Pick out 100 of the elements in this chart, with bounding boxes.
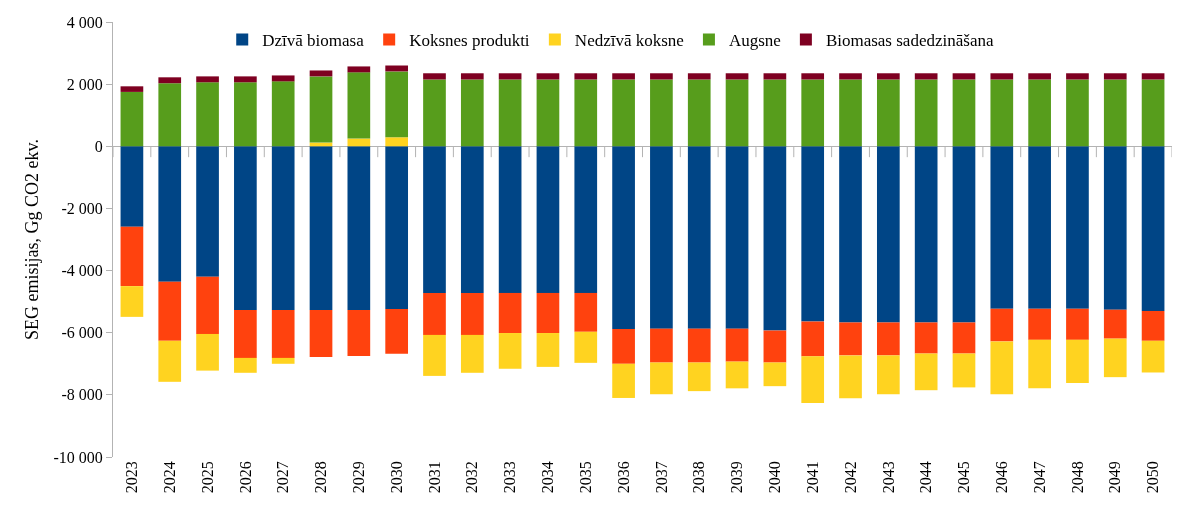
x-tick-label: 2047 — [1030, 461, 1048, 494]
bar — [271, 146, 295, 311]
bar — [460, 73, 484, 80]
bar — [196, 82, 219, 147]
bar — [536, 333, 560, 367]
bar — [612, 146, 635, 329]
x-tick-label: 2025 — [198, 461, 216, 494]
bar — [385, 137, 409, 147]
legend-label: Augsne — [728, 31, 781, 51]
bar — [876, 146, 900, 323]
bar — [309, 76, 333, 143]
bar — [839, 73, 862, 80]
bar — [536, 79, 560, 147]
bar — [687, 146, 711, 329]
bar — [1103, 338, 1127, 378]
bar — [498, 79, 522, 147]
x-tick-label: 2030 — [387, 461, 405, 494]
bar — [196, 333, 219, 371]
bar — [574, 331, 598, 363]
x-tick-label: 2035 — [576, 461, 594, 494]
bar — [423, 79, 446, 147]
bar — [725, 146, 749, 329]
bar — [385, 71, 409, 138]
bar — [234, 146, 257, 311]
y-axis-title: SEG emisijas, Gg CO2 ekv. — [21, 139, 42, 340]
bar — [687, 362, 711, 392]
bar — [687, 73, 711, 80]
bar — [120, 286, 144, 317]
bar — [158, 83, 182, 147]
bar — [423, 334, 446, 376]
bar — [687, 328, 711, 363]
bar — [271, 357, 295, 364]
bar — [612, 363, 635, 398]
x-tick-label: 2048 — [1068, 461, 1086, 494]
bar — [876, 73, 900, 80]
x-tick-label: 2034 — [539, 461, 557, 494]
bar — [1103, 79, 1127, 147]
bar — [876, 79, 900, 147]
bar — [1066, 308, 1089, 340]
bar — [536, 146, 560, 293]
bar — [271, 81, 295, 147]
bar — [650, 328, 673, 363]
x-tick-label: 2031 — [425, 461, 443, 494]
bar — [1028, 339, 1051, 389]
bar — [876, 322, 900, 356]
bar — [763, 362, 787, 387]
bar — [574, 73, 598, 80]
bar — [725, 73, 749, 80]
bar — [120, 86, 144, 92]
y-tick-label: -4 000 — [61, 262, 103, 280]
x-tick-label: 2043 — [879, 461, 897, 494]
bar — [120, 146, 144, 227]
bar — [460, 292, 484, 335]
bar — [1066, 73, 1089, 80]
bar — [801, 356, 825, 403]
bar — [763, 146, 787, 331]
y-tick-label: -8 000 — [61, 386, 103, 404]
bar — [347, 310, 371, 357]
bar — [725, 328, 749, 362]
bar — [801, 79, 825, 147]
y-tick-label: 0 — [94, 137, 103, 155]
bar — [839, 146, 862, 323]
bar — [498, 292, 522, 334]
bar — [196, 76, 219, 83]
bar — [763, 73, 787, 80]
bar — [271, 310, 295, 358]
bar — [460, 334, 484, 373]
legend-label: Koksnes produkti — [409, 31, 530, 51]
bar — [1141, 310, 1165, 341]
bar — [120, 91, 144, 147]
bar — [612, 73, 635, 80]
bar — [536, 73, 560, 80]
bar — [574, 79, 598, 147]
bar — [1066, 146, 1089, 309]
bar — [158, 146, 182, 282]
bar — [990, 146, 1014, 309]
x-tick-label: 2027 — [274, 461, 292, 494]
bar — [839, 79, 862, 147]
bar — [196, 146, 219, 277]
bar — [423, 146, 446, 293]
x-tick-label: 2032 — [463, 461, 481, 494]
bar — [460, 79, 484, 147]
legend-label: Biomasas sadedzināšana — [825, 31, 994, 51]
x-tick-label: 2045 — [955, 461, 973, 494]
x-tick-label: 2036 — [614, 461, 632, 494]
bar — [914, 79, 938, 147]
y-tick-label: 2 000 — [66, 75, 103, 93]
bar — [839, 355, 862, 399]
bar — [120, 226, 144, 287]
bar — [234, 82, 257, 147]
x-tick-label: 2049 — [1106, 461, 1124, 494]
y-tick-label: -6 000 — [61, 324, 103, 342]
bar — [914, 322, 938, 354]
bar — [1141, 79, 1165, 147]
bar — [309, 146, 333, 311]
x-tick-label: 2042 — [841, 461, 859, 494]
bar — [839, 322, 862, 356]
bar — [536, 292, 560, 334]
bar — [612, 328, 635, 364]
x-tick-label: 2050 — [1144, 461, 1162, 494]
